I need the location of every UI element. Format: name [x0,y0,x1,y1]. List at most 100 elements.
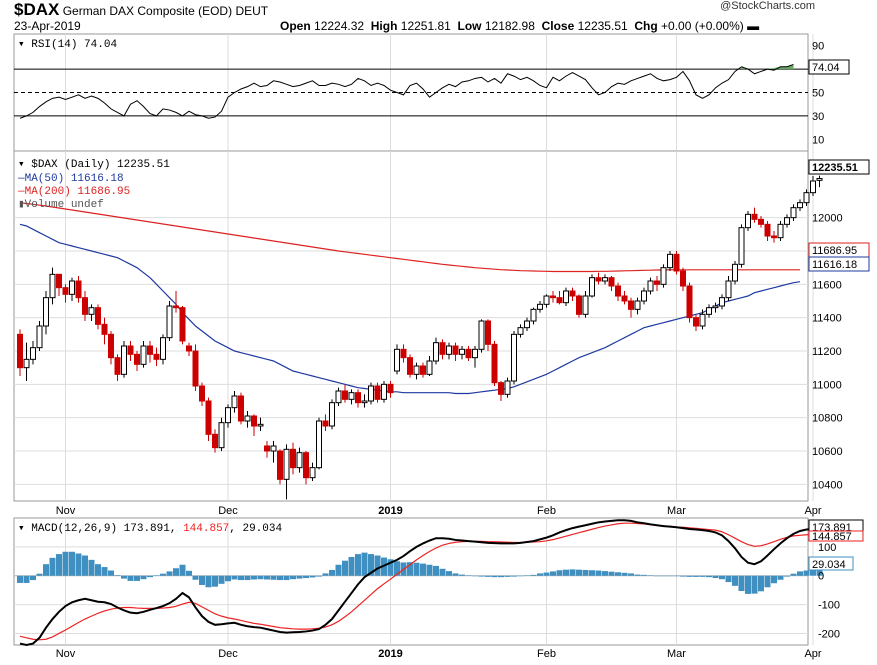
candle [160,334,166,365]
macd-histogram-bar [199,575,205,585]
macd-histogram-bar [608,571,615,576]
macd-histogram-bar [127,575,134,581]
macd-histogram-bar [465,575,472,576]
candle [628,297,634,318]
candle-body [179,307,186,342]
candle [595,272,602,285]
candle [550,291,556,303]
macd-histogram-bar [615,572,621,576]
candle-body [368,385,374,402]
candle-body [693,317,699,327]
candle-body [251,415,257,427]
candle [569,287,576,301]
ma50-last-value: 11616.18 [812,259,857,271]
macd-histogram-bar [537,573,543,576]
legend-ma50: —MA(50) 11616.18 [17,173,124,185]
macd-histogram-bar [641,574,647,576]
candle-body [680,270,686,287]
candle-body [199,385,205,402]
chg-label: Chg [634,19,658,33]
candle-body [49,273,56,299]
candle [738,224,745,268]
candle-body [290,448,296,469]
candle-body [277,450,283,480]
candle [725,276,732,301]
candle-body [400,348,407,359]
candle-body [342,390,348,400]
candle [153,347,160,366]
macd-histogram-bar [394,561,400,576]
macd-histogram-bar [790,573,797,576]
candle [381,381,387,403]
macd-histogram-bar [602,571,608,576]
macd-tick-label: 0 [818,571,824,583]
candle [23,342,30,381]
candle-body [485,320,491,345]
candle [303,451,309,485]
candle [329,399,335,430]
signal-last-value: 144.857 [812,531,852,543]
macd-histogram-bar [95,564,101,576]
macd-histogram-bar [797,571,803,576]
candle-body [751,213,758,220]
price-panel: 1040010600108001100011200114001160011800… [13,150,870,502]
candle-body [17,333,23,369]
candle-body [192,350,199,387]
macd-histogram-bar [322,573,329,576]
candle [62,284,69,303]
macd-histogram-bar [244,575,251,581]
candle [524,317,530,331]
legend-ma200: —MA(200) 11686.95 [17,186,130,198]
candle [452,342,459,361]
symbol: $DAX [14,0,60,19]
candle [387,381,394,398]
candle-body [764,223,771,237]
macd-tick-label: -100 [818,600,840,612]
candle-body [303,452,309,479]
rsi-tick-label: 90 [812,41,824,53]
macd-histogram-bar [49,557,56,576]
macd-histogram-bar [764,575,771,588]
candle [543,294,550,308]
candle-body [673,253,680,272]
candle [49,267,56,305]
candle-body [803,192,810,204]
macd-histogram-bar [82,555,88,576]
candle [693,314,699,331]
ma200-last-value: 11686.95 [812,245,857,257]
candle [225,404,231,428]
candle-body [686,285,693,319]
macd-histogram-bar [816,569,823,576]
candle-body [147,345,153,355]
macd-tick-label: 100 [818,542,836,554]
macd-histogram-bar [504,575,511,577]
macd-histogram-bar [530,574,537,576]
macd-histogram-bar [654,575,660,577]
candle [673,251,680,275]
macd-histogram-bar [550,571,556,576]
candle-body [563,290,569,304]
candle-body [504,380,511,395]
candle [413,362,420,380]
candle-body [446,345,452,355]
candle [134,351,140,371]
macd-histogram-bar [511,575,517,577]
candle-body [738,227,745,265]
candle [634,297,641,315]
macd-histogram-bar [745,575,751,594]
candle [283,444,290,500]
candle-body [101,323,108,335]
candle-body [790,207,797,219]
macd-histogram-bar [361,552,368,576]
candle [803,189,810,206]
candle-body [205,400,212,435]
candle [140,341,147,368]
candle-body [30,347,36,360]
candle [810,176,816,196]
macd-histogram-bar [407,562,413,576]
macd-histogram-bar [660,575,667,577]
candle [576,294,582,318]
candle-body [641,290,647,302]
high-label: High [370,19,398,33]
candle-body [264,445,270,452]
